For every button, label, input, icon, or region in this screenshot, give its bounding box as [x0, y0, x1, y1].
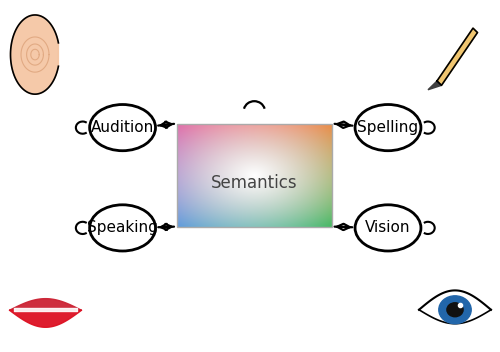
Ellipse shape	[355, 205, 421, 251]
Text: Semantics: Semantics	[211, 174, 298, 192]
Ellipse shape	[355, 105, 421, 151]
Text: Spelling: Spelling	[358, 120, 418, 135]
Text: Vision: Vision	[365, 220, 411, 235]
Polygon shape	[428, 81, 442, 90]
Text: Audition: Audition	[91, 120, 154, 135]
Polygon shape	[437, 28, 478, 86]
Bar	[177, 124, 332, 227]
Circle shape	[439, 296, 471, 324]
Circle shape	[447, 303, 463, 317]
Ellipse shape	[90, 205, 156, 251]
Polygon shape	[10, 15, 58, 94]
Ellipse shape	[90, 105, 156, 151]
Text: Speaking: Speaking	[87, 220, 158, 235]
